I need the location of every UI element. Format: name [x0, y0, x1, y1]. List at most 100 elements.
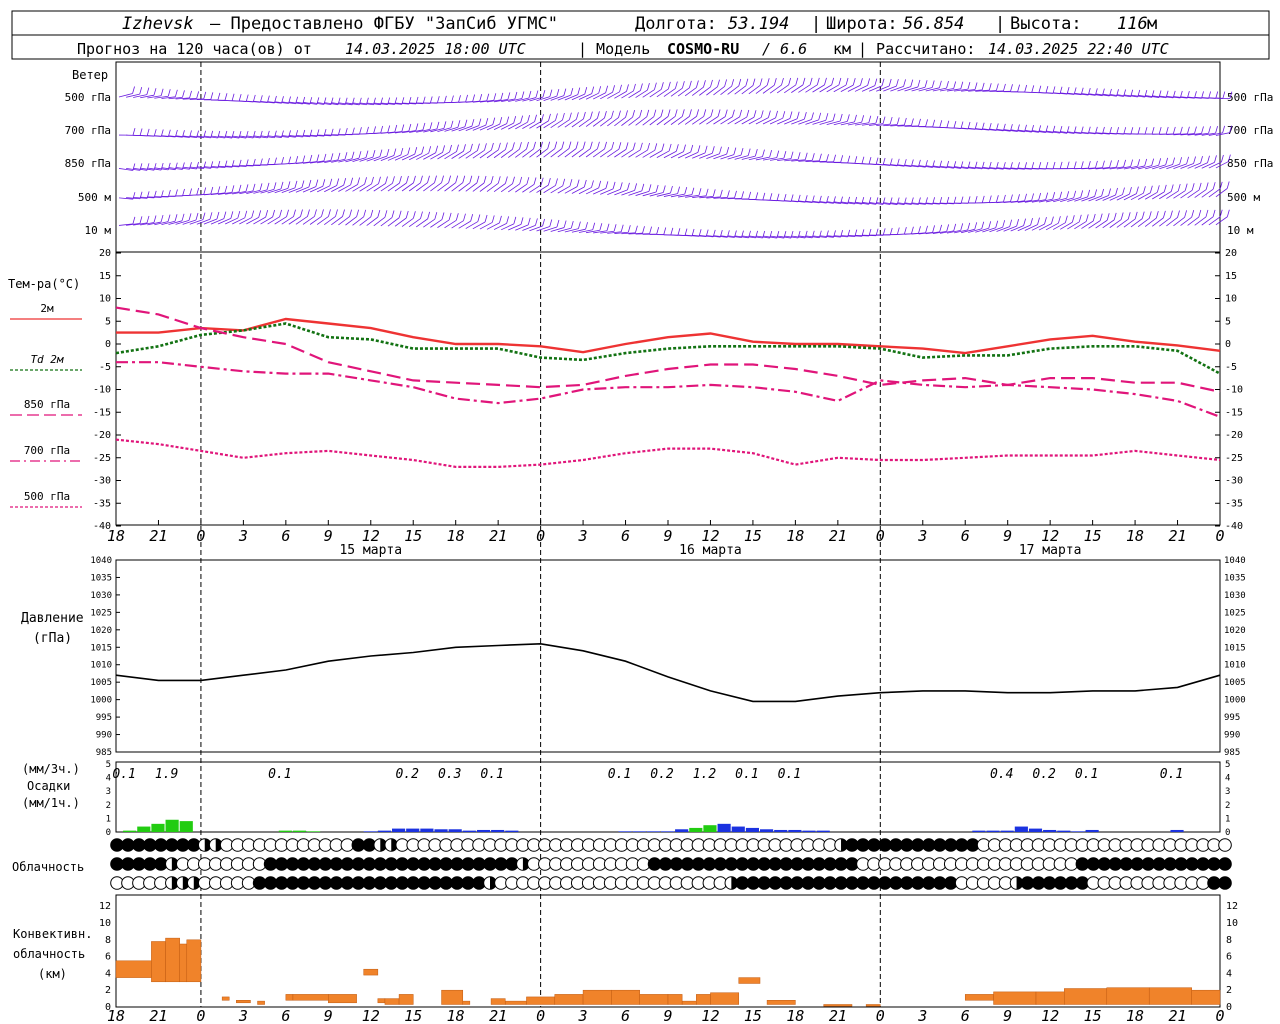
wind-barb-shaft: [493, 149, 506, 159]
wind-barb-shaft: [600, 148, 612, 158]
wind-barb-flag: [315, 179, 319, 187]
wind-barb-shaft: [133, 196, 148, 199]
precip-amount-label: 0.1: [480, 767, 503, 782]
wind-barb-shaft: [1215, 132, 1230, 136]
precip-amount-label: 0.2: [395, 767, 419, 782]
wind-barb-shaft: [529, 120, 542, 129]
wind-barb-flag: [182, 188, 185, 197]
wind-barb-shaft: [741, 116, 755, 125]
cloud-cover-half: [171, 876, 179, 890]
wind-barb-flag: [1191, 210, 1195, 218]
hour-label-top: 3: [238, 527, 248, 545]
wind-barb-shaft: [366, 102, 381, 106]
precip-tick-left: 2: [106, 801, 111, 811]
conv-cloud-bar: [151, 941, 166, 983]
wind-barb-flag: [783, 151, 787, 159]
wind-barb-flag: [506, 116, 510, 124]
wind-barb-shaft: [133, 167, 148, 171]
wind-barb-flag: [576, 112, 579, 120]
wind-barb-shaft: [331, 216, 343, 226]
conv-cloud-bar: [165, 937, 180, 983]
wind-barb-shaft: [1144, 191, 1158, 200]
cloud-panel: Облачность: [12, 838, 1232, 890]
wind-barb-shaft: [267, 216, 280, 225]
wind-barb-shaft: [232, 217, 245, 225]
wind-barb-flag: [1193, 156, 1196, 164]
wind-barb-shaft: [140, 196, 155, 199]
cloud-cover-symbol: [1218, 876, 1232, 890]
wind-barb-flag: [811, 153, 815, 161]
wind-barb-flag: [210, 186, 214, 195]
wind-barb-flag: [681, 81, 685, 89]
wind-barb-flag: [809, 77, 813, 85]
wind-barb-shaft: [1109, 219, 1122, 228]
wind-barb-flag: [421, 146, 425, 154]
wind-barb-flag: [231, 185, 235, 193]
wind-barb-flag: [974, 196, 978, 204]
wind-barb-shaft: [317, 134, 332, 137]
wind-barb-flag: [203, 187, 207, 195]
wind-barb-flag: [405, 210, 409, 219]
wind-barb-shaft: [458, 182, 471, 192]
wind-barb-flag: [1222, 125, 1225, 134]
wind-barb-flag: [819, 153, 822, 161]
wind-barb-shaft: [614, 149, 627, 158]
wind-barb-shaft: [784, 200, 799, 203]
wind-barb-shaft: [989, 128, 1004, 132]
cloud-cover-half: [731, 876, 738, 890]
wind-barb-shaft: [246, 189, 261, 194]
wind-barb-flag: [477, 143, 480, 151]
wind-barb-shaft: [1010, 129, 1025, 133]
wind-barb-flag: [139, 128, 143, 136]
wind-barb-flag: [882, 116, 886, 124]
wind-barb-flag: [690, 144, 694, 153]
wind-barb-shaft: [486, 123, 500, 131]
wind-barb-shaft: [805, 235, 820, 239]
wind-barb-flag: [825, 113, 829, 121]
precip-bar: [788, 829, 802, 832]
wind-barb-flag: [1137, 159, 1141, 167]
wind-barb-flag: [167, 214, 171, 222]
wind-barb-flag: [903, 79, 906, 87]
wind-barb-shaft: [1145, 164, 1159, 170]
wind-barb-flag: [230, 211, 234, 219]
wind-barb-shaft: [465, 221, 479, 229]
precip-bar: [1085, 829, 1099, 832]
wind-barb-shaft: [996, 226, 1010, 232]
wind-barb-flag: [634, 183, 638, 191]
wind-barb-shaft: [607, 188, 621, 195]
wind-barb-flag: [1130, 127, 1134, 135]
wind-barb-flag: [252, 94, 256, 103]
wind-barb-shaft: [1088, 93, 1103, 97]
wind-barb-flag: [1186, 156, 1189, 164]
wind-barb-shaft: [692, 195, 707, 198]
wind-barb-shaft: [465, 150, 478, 159]
wind-barb-flag: [592, 222, 596, 230]
hour-label-top: 21: [489, 527, 507, 545]
wind-barb-flag: [868, 115, 872, 123]
wind-barb-shaft: [649, 192, 664, 197]
wind-barb-shaft: [784, 158, 799, 162]
wind-barb-flag: [903, 227, 907, 235]
hour-label-top: 18: [786, 527, 804, 545]
wind-barb-shaft: [699, 86, 711, 96]
wind-barb-flag: [632, 110, 635, 118]
wind-barb-flag: [1045, 161, 1049, 170]
hour-label-top: 15: [744, 527, 762, 545]
wind-barb-flag: [146, 215, 150, 224]
wind-barb-shaft: [571, 148, 584, 158]
wind-barb-flag: [505, 142, 508, 150]
wind-barb-flag: [1148, 211, 1152, 219]
wind-barb-flag: [719, 189, 723, 197]
wind-barb-flag: [752, 78, 756, 86]
wind-barb-shaft: [600, 188, 614, 195]
wind-barb-flag: [1002, 220, 1006, 228]
day-label: 15 марта: [339, 543, 402, 558]
wind-barb-flag: [512, 142, 515, 150]
conv-title-2: облачность: [13, 947, 85, 961]
wind-barb-shaft: [1152, 164, 1166, 170]
wind-barb-shaft: [798, 159, 813, 162]
wind-barb-flag: [1156, 185, 1160, 193]
wind-barb-shaft: [225, 135, 240, 139]
wind-barb-flag: [217, 92, 221, 100]
